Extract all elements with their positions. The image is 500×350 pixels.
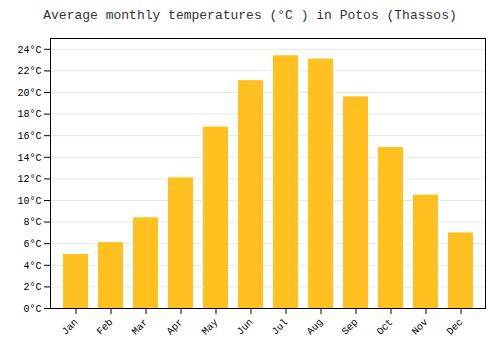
- svg-text:Jun: Jun: [235, 317, 256, 338]
- svg-text:6°C: 6°C: [23, 239, 41, 250]
- svg-text:Dec: Dec: [445, 317, 466, 338]
- svg-text:20°C: 20°C: [17, 88, 41, 99]
- svg-text:22°C: 22°C: [17, 66, 41, 77]
- svg-text:Apr: Apr: [165, 317, 186, 338]
- svg-text:14°C: 14°C: [17, 153, 41, 164]
- svg-text:10°C: 10°C: [17, 196, 41, 207]
- svg-text:4°C: 4°C: [23, 261, 41, 272]
- svg-text:Jul: Jul: [270, 317, 291, 338]
- svg-text:24°C: 24°C: [17, 45, 41, 56]
- svg-text:Feb: Feb: [95, 317, 116, 338]
- svg-text:Aug: Aug: [305, 317, 326, 338]
- svg-text:8°C: 8°C: [23, 217, 41, 228]
- svg-text:Oct: Oct: [375, 317, 396, 338]
- svg-text:0°C: 0°C: [23, 304, 41, 315]
- svg-text:Sep: Sep: [340, 317, 361, 338]
- svg-text:Mar: Mar: [130, 317, 151, 338]
- svg-text:Nov: Nov: [410, 317, 431, 338]
- svg-text:12°C: 12°C: [17, 174, 41, 185]
- svg-text:16°C: 16°C: [17, 131, 41, 142]
- html-text:Average monthly temperatures (: Average monthly temperatures (°C ) in Po…: [43, 8, 457, 23]
- svg-text:Jan: Jan: [60, 317, 81, 338]
- svg-text:May: May: [200, 317, 221, 338]
- svg-text:18°C: 18°C: [17, 109, 41, 120]
- svg-text:2°C: 2°C: [23, 282, 41, 293]
